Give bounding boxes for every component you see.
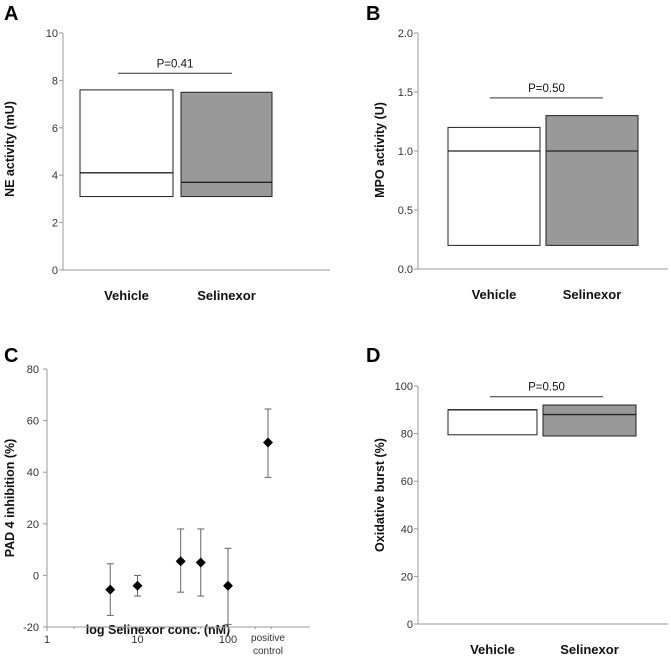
data-point-4 [223,580,233,591]
category-label: Vehicle [472,287,517,302]
y-tick-label: 0 [407,619,413,631]
y-tick-label: 20 [401,571,413,583]
positive-control-label: positive control [251,633,285,657]
plot-area-b: 0.0 0.5 1.0 1.5 2.0 Vehicle Selinexor P=0.50 [398,28,668,302]
category-label: Vehicle [104,288,149,303]
panel-letter-c: C [4,345,18,367]
box-vehicle [79,89,174,198]
x-tick-label: 10 [131,634,143,646]
category-label: Selinexor [563,287,622,302]
y-tick-label: 0 [52,265,58,277]
panel-a: A NE activity (mU) 0 2 4 6 8 10 Vehicle Selinex… [3,3,330,303]
y-tick-label: 4 [52,170,58,182]
y-tick-label: 80 [27,364,39,376]
xlabel-c: log Selinexor conc. (nM) [86,623,230,637]
y-tick-label: 40 [27,467,39,479]
ylabel-c: PAD 4 inhibition (%) [3,439,17,558]
y-tick-label: 0 [33,570,39,582]
ylabel-a: NE activity (mU) [3,101,17,197]
panel-d: D Oxidative burst (%) 0 20 40 60 80 100 Vehicl… [366,345,668,657]
y-tick-label: 60 [401,476,413,488]
y-tick-label: 100 [395,381,413,393]
y-tick-label: 60 [27,416,39,428]
y-tick-label: -20 [23,622,39,634]
y-tick-label: 2.0 [398,28,413,40]
p-value-annotation: P=0.50 [528,83,565,95]
panel-letter-a: A [4,3,18,25]
plot-area-c: -20 0 20 40 60 80 1 10 100 positive control [23,364,310,657]
y-tick-label: 80 [401,429,413,441]
box-selinexor [545,115,639,246]
category-label: Selinexor [560,642,619,657]
plot-area-d: 0 20 40 60 80 100 Vehicle Selinexor P=0.50 [395,381,668,657]
data-point-0 [105,584,116,595]
panel-letter-d: D [366,345,380,367]
y-tick-label: 8 [52,75,58,87]
category-label: Selinexor [197,288,256,303]
y-tick-label: 0.5 [398,205,413,217]
plot-area-a: 0 2 4 6 8 10 Vehicle Selinexor P=0.41 [46,28,330,303]
y-tick-label: 2 [52,218,58,230]
y-tick-label: 10 [46,28,58,40]
y-tick-label: 0.0 [398,264,413,276]
y-tick-label: 40 [401,524,413,536]
data-point-5 [263,437,273,448]
y-tick-label: 20 [27,519,39,531]
p-value-annotation: P=0.50 [528,382,565,394]
box-selinexor [542,404,637,437]
box-selinexor [180,91,273,198]
ylabel-b: MPO activity (U) [373,102,387,198]
box-vehicle [447,409,538,436]
x-tick-label: 100 [219,634,237,646]
panel-letter-b: B [366,3,380,25]
data-point-3 [195,557,206,568]
data-point-2 [175,556,186,567]
y-tick-label: 1.0 [398,146,413,158]
panel-c: C PAD 4 inhibition (%) log Selinexor con… [3,345,310,657]
panel-b: B MPO activity (U) 0.0 0.5 1.0 1.5 2.0 Vehicl… [366,3,668,302]
box-vehicle [447,126,541,246]
category-label: Vehicle [470,642,515,657]
p-value-annotation: P=0.41 [157,58,194,70]
ylabel-d: Oxidative burst (%) [373,438,387,552]
y-tick-label: 1.5 [398,87,413,99]
y-tick-label: 6 [52,123,58,135]
data-point-1 [132,580,143,591]
x-tick-label: 1 [44,634,50,646]
